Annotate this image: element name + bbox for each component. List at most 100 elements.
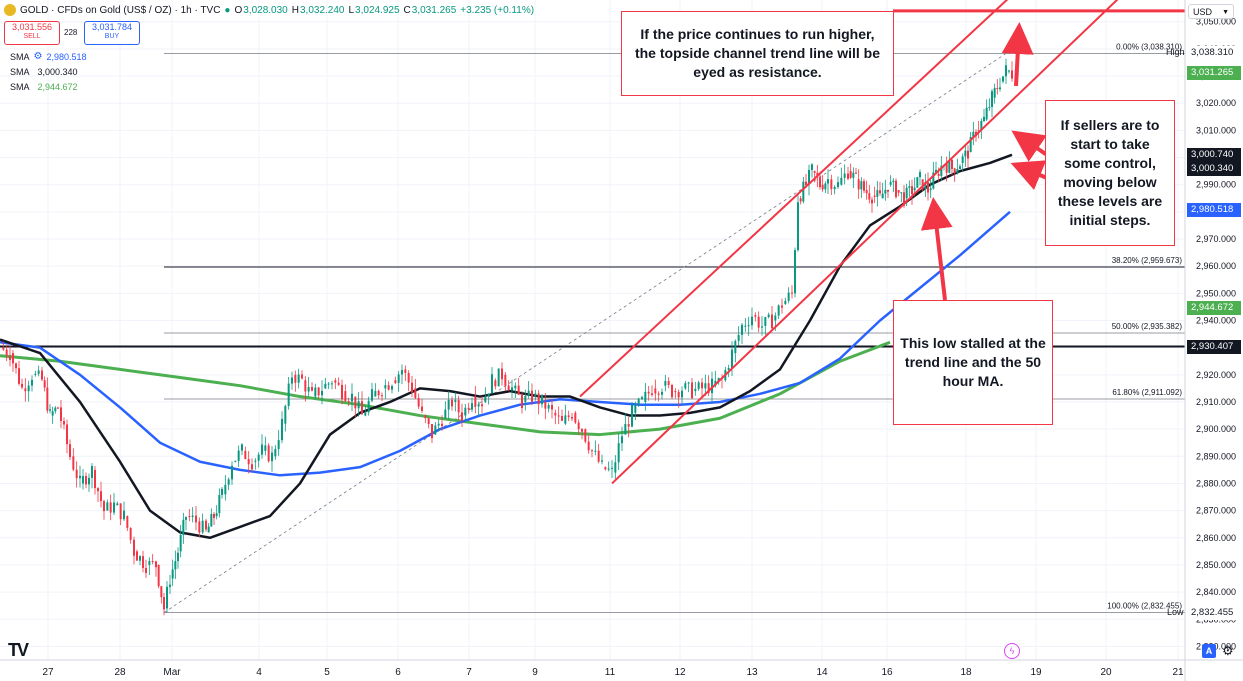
currency-select[interactable]: USD ▼ [1188, 4, 1234, 19]
x-tick-label: 12 [674, 667, 686, 678]
candle-body [999, 87, 1001, 90]
fib-level-label: 61.80% (2,911.092) [1112, 388, 1182, 397]
candle-body [694, 388, 697, 392]
candle-body [654, 388, 657, 394]
candle-body [881, 193, 884, 199]
fib-level-label: 100.00% (2,832.455) [1107, 602, 1182, 611]
candle-body [327, 383, 330, 385]
candle-body [799, 198, 802, 202]
candle-body [100, 491, 102, 502]
candle-body [991, 91, 993, 107]
sma-legend-green[interactable]: SMA 2,944.672 [10, 82, 78, 92]
candle-body [889, 182, 892, 185]
candle-body [777, 305, 780, 316]
sma-legend-black[interactable]: SMA 3,000.340 [10, 67, 78, 77]
chart-settings-gear-icon[interactable]: ⚙ [1222, 643, 1234, 658]
candle-body [945, 162, 948, 173]
price-tag-last: 3,031.265 [1187, 65, 1241, 80]
currency-label: USD [1193, 7, 1213, 17]
candle-body [417, 398, 420, 407]
x-tick-label: Mar [163, 667, 181, 678]
candle-body [27, 385, 30, 392]
tradingview-logo: TV [8, 640, 29, 660]
candle-body [142, 556, 144, 568]
candle-body [371, 389, 373, 401]
candle-body [707, 383, 710, 394]
candle-body [808, 169, 810, 185]
candle-body [527, 390, 530, 396]
x-tick-label: 6 [395, 667, 401, 678]
sma-slow-line [0, 340, 891, 437]
auto-scale-button[interactable]: A [1202, 644, 1216, 658]
candle-body [227, 479, 230, 485]
candle-body [887, 189, 889, 192]
candle-body [747, 325, 750, 327]
candle-body [215, 513, 218, 517]
sell-button[interactable]: 3,031.556 SELL [4, 21, 60, 45]
candle-body [927, 182, 929, 193]
candle-body [824, 183, 827, 190]
candle-body [304, 380, 307, 392]
candle-body [919, 172, 921, 178]
x-tick-label: 21 [1172, 667, 1184, 678]
candle-body [69, 444, 71, 458]
candle-body [597, 450, 600, 462]
candle-body [43, 380, 46, 388]
candle-body [811, 164, 813, 170]
price-tag-sma-black-b: 3,000.340 [1187, 161, 1241, 176]
fib-trend-dashed [163, 53, 1007, 613]
candle-body [744, 325, 747, 327]
candle-body [254, 460, 257, 462]
candle-body [514, 385, 517, 389]
candle-body [494, 380, 497, 387]
candle-body [876, 190, 879, 197]
candle-body [935, 169, 937, 173]
candle-body [171, 569, 174, 579]
trend-annotations [579, 0, 1185, 485]
symbol-title[interactable]: GOLD · CFDs on Gold (US$ / OZ) · 1h · TV… [20, 4, 221, 16]
candle-body [347, 401, 350, 403]
candle-body [701, 382, 703, 389]
x-tick-label: 4 [256, 667, 262, 678]
candle-body [441, 423, 443, 427]
candle-body [511, 387, 513, 391]
low-marker-label: Low [1167, 606, 1184, 617]
x-tick-label: 13 [746, 667, 758, 678]
candle-body [37, 370, 40, 374]
candle-body [587, 441, 590, 451]
candle-body [661, 391, 663, 395]
candle-body [34, 373, 37, 375]
spread-value: 228 [64, 28, 78, 37]
candle-body [210, 513, 213, 527]
channel-upper-line [579, 0, 1009, 398]
candle-body [627, 423, 630, 427]
candle-body [301, 374, 303, 379]
candle-body [126, 516, 129, 528]
candle-body [364, 412, 367, 416]
y-tick-label: 3,020.000 [1196, 98, 1236, 108]
candle-body [63, 421, 65, 425]
sma-legend-blue[interactable]: SMA ⚙ 2,980.518 [10, 51, 87, 62]
candle-body [271, 452, 273, 462]
y-tick-label: 2,840.000 [1196, 587, 1236, 597]
candle-body [447, 399, 450, 410]
candle-body [397, 374, 400, 383]
candle-body [454, 399, 457, 402]
candle-body [951, 159, 953, 169]
y-tick-label: 2,850.000 [1196, 560, 1236, 570]
candle-body [411, 382, 413, 393]
candle-body [451, 399, 453, 407]
low-label: L [348, 4, 355, 16]
y-tick-label: 2,910.000 [1196, 397, 1236, 407]
price-tag-sma-blue: 2,980.518 [1187, 203, 1241, 218]
flash-icon[interactable]: ϟ [1004, 643, 1020, 659]
sma-value: 2,944.672 [37, 82, 78, 92]
candle-body [664, 380, 667, 386]
candle-body [294, 374, 297, 383]
candle-body [334, 380, 337, 383]
candle-body [477, 404, 480, 407]
buy-button[interactable]: 3,031.784 BUY [84, 21, 140, 45]
candle-body [827, 179, 829, 184]
candle-body [18, 368, 20, 384]
